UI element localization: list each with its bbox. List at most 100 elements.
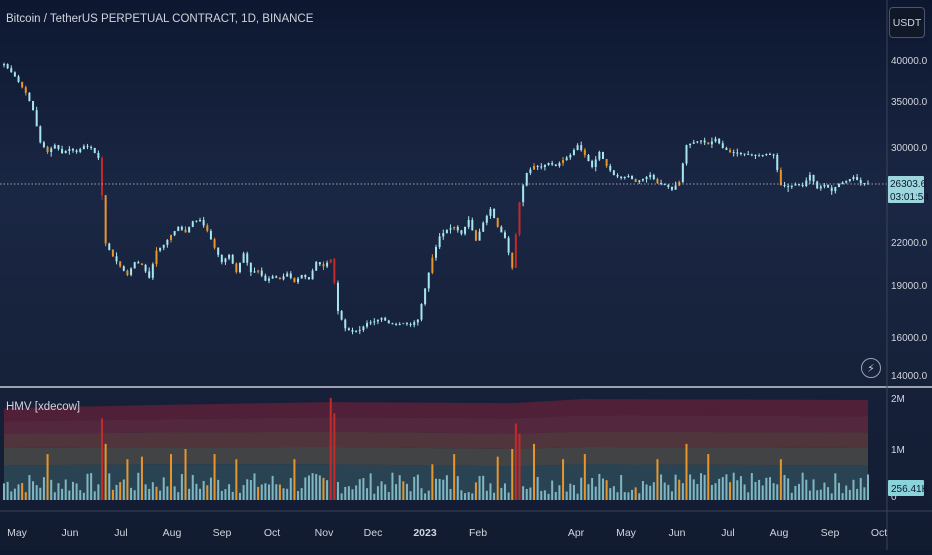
volume-bar <box>97 484 100 500</box>
candle-body <box>162 244 165 248</box>
volume-bar <box>133 490 136 500</box>
volume-bar <box>678 479 681 500</box>
volume-bar <box>674 474 677 500</box>
volume-bar <box>507 492 510 500</box>
candle-body <box>191 221 194 227</box>
volume-bar <box>213 454 216 500</box>
candle-body <box>122 266 125 271</box>
candle-body <box>424 288 427 305</box>
volume-bar <box>420 488 423 500</box>
candle-body <box>794 184 797 186</box>
candle-body <box>220 254 223 263</box>
volume-bar <box>525 488 528 500</box>
candle-body <box>119 261 122 267</box>
candle-body <box>355 330 358 332</box>
volume-bar <box>478 476 481 500</box>
volume-bar <box>714 483 717 500</box>
volume-bar <box>384 484 387 500</box>
candle-body <box>627 176 630 177</box>
lightning-bolt-icon[interactable]: ⚡︎ <box>861 358 881 378</box>
volume-bar <box>300 488 303 500</box>
volume-bar <box>837 482 840 500</box>
volume-bar <box>32 481 35 500</box>
candle-body <box>402 323 405 325</box>
volume-bar <box>180 474 183 500</box>
candle-body <box>641 179 644 181</box>
x-tick-label: Feb <box>469 527 487 539</box>
volume-bar <box>656 459 659 500</box>
volume-bar <box>50 479 53 500</box>
candle-body <box>289 273 292 278</box>
volume-bar <box>90 473 93 500</box>
volume-bar <box>823 482 826 500</box>
candle-body <box>199 220 202 221</box>
volume-bar <box>409 491 412 500</box>
volume-bar <box>358 479 361 500</box>
currency-selector[interactable]: USDT <box>889 7 925 38</box>
volume-bar <box>609 488 612 500</box>
candle-body <box>235 263 238 273</box>
volume-bar <box>474 482 477 500</box>
candle-body <box>71 149 74 151</box>
volume-bar <box>28 475 31 500</box>
volume-bar <box>750 473 753 500</box>
volume-bar <box>293 459 296 500</box>
volume-bar <box>649 485 652 500</box>
y-tick-label: 16000.0 <box>891 333 928 344</box>
candle-body <box>852 177 855 179</box>
candle-body <box>848 179 851 181</box>
volume-bar <box>10 491 13 500</box>
candle-body <box>689 143 692 146</box>
candle-body <box>416 319 419 323</box>
x-tick-label: 2023 <box>413 527 437 539</box>
candle-body <box>750 154 753 156</box>
candle-body <box>438 236 441 248</box>
candle-body <box>801 185 804 186</box>
candle-body <box>347 328 350 331</box>
candle-body <box>159 247 162 251</box>
candle-body <box>206 225 209 231</box>
hmv-band-1 <box>4 415 868 434</box>
candle-body <box>772 154 775 156</box>
indicator-title[interactable]: HMV [xdecow] <box>6 401 81 413</box>
candle-body <box>736 152 739 154</box>
candle-body <box>86 146 89 148</box>
candle-body <box>729 150 732 152</box>
volume-bar <box>53 492 56 500</box>
candle-body <box>217 247 220 255</box>
volume-bar <box>82 492 85 500</box>
candle-body <box>489 209 492 216</box>
candle-body <box>82 146 85 149</box>
volume-bar <box>587 484 590 500</box>
candle-body <box>57 145 60 149</box>
candle-body <box>536 166 539 167</box>
candle-body <box>326 262 329 267</box>
candle-body <box>336 282 339 311</box>
candle-body <box>275 276 278 278</box>
volume-bar <box>845 485 848 500</box>
volume-bar <box>268 484 271 500</box>
volume-bar <box>623 492 626 500</box>
candle-body <box>61 149 64 153</box>
candle-body <box>169 235 172 240</box>
candle-body <box>90 147 93 148</box>
candle-body <box>413 322 416 325</box>
candle-body <box>340 311 343 320</box>
volume-bar <box>754 481 757 500</box>
volume-bar <box>86 473 89 500</box>
volume-bar <box>485 490 488 500</box>
x-tick-label: Aug <box>770 527 789 539</box>
candle-body <box>130 268 133 275</box>
candle-body <box>558 163 561 166</box>
volume-bar <box>122 479 125 500</box>
volume-bar <box>228 484 231 500</box>
volume-bar <box>235 459 238 500</box>
candle-body <box>264 275 267 281</box>
y-tick-label: 14000.0 <box>891 371 928 382</box>
candle-body <box>587 155 590 161</box>
symbol-title[interactable]: Bitcoin / TetherUS PERPETUAL CONTRACT, 1… <box>6 13 314 25</box>
volume-bar <box>798 483 801 500</box>
volume-bar <box>787 478 790 500</box>
